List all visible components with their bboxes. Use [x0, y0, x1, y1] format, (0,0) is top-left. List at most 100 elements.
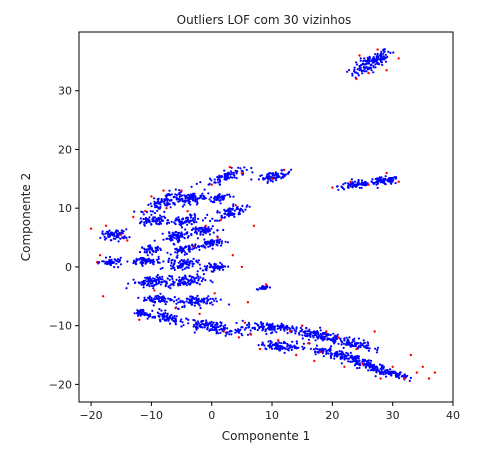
inlier-point	[385, 376, 387, 378]
x-tick-label: 0	[208, 409, 215, 422]
outlier-point	[313, 360, 315, 362]
inlier-point	[268, 325, 270, 327]
inlier-point	[261, 344, 263, 346]
inlier-point	[214, 324, 216, 326]
inlier-point	[361, 72, 363, 74]
inlier-point	[175, 319, 177, 321]
inlier-point	[191, 303, 193, 305]
inlier-point	[159, 313, 161, 315]
inlier-point	[192, 194, 194, 196]
inlier-point	[158, 308, 160, 310]
outlier-point	[238, 336, 240, 338]
inlier-point	[184, 251, 186, 253]
outlier-point	[259, 348, 261, 350]
y-tick-label: 10	[58, 202, 72, 215]
inlier-point	[168, 235, 170, 237]
inlier-point	[230, 170, 232, 172]
inlier-point	[363, 67, 365, 69]
inlier-point	[282, 324, 284, 326]
inlier-point	[203, 273, 205, 275]
inlier-point	[377, 58, 379, 60]
inlier-point	[377, 183, 379, 185]
inlier-point	[261, 329, 263, 331]
inlier-point	[364, 63, 366, 65]
outlier-point	[99, 254, 101, 256]
inlier-point	[342, 183, 344, 185]
inlier-point	[140, 211, 142, 213]
inlier-point	[230, 176, 232, 178]
inlier-point	[216, 229, 218, 231]
inlier-point	[171, 319, 173, 321]
inlier-point	[383, 56, 385, 58]
inlier-point	[141, 263, 143, 265]
inlier-point	[274, 344, 276, 346]
inlier-point	[168, 286, 170, 288]
inlier-point	[238, 332, 240, 334]
inlier-point	[160, 268, 162, 270]
inlier-point	[319, 327, 321, 329]
inlier-point	[202, 219, 204, 221]
outlier-point	[358, 54, 360, 56]
inlier-point	[185, 282, 187, 284]
inlier-point	[178, 298, 180, 300]
inlier-point	[188, 197, 190, 199]
inlier-point	[349, 342, 351, 344]
inlier-point	[267, 180, 269, 182]
inlier-point	[220, 245, 222, 247]
inlier-point	[109, 260, 111, 262]
inlier-point	[305, 327, 307, 329]
inlier-point	[140, 281, 142, 283]
outlier-point	[105, 225, 107, 227]
inlier-point	[178, 193, 180, 195]
inlier-point	[356, 355, 358, 357]
inlier-point	[224, 175, 226, 177]
inlier-point	[377, 347, 379, 349]
inlier-point	[320, 333, 322, 335]
inlier-point	[289, 346, 291, 348]
inlier-point	[362, 60, 364, 62]
inlier-point	[212, 298, 214, 300]
inlier-point	[171, 278, 173, 280]
inlier-point	[213, 181, 215, 183]
inlier-point	[358, 337, 360, 339]
inlier-point	[161, 276, 163, 278]
inlier-point	[310, 348, 312, 350]
x-tick-label: 10	[265, 409, 279, 422]
inlier-point	[149, 250, 151, 252]
inlier-point	[147, 254, 149, 256]
y-axis-label: Componente 2	[19, 173, 33, 262]
inlier-point	[160, 310, 162, 312]
inlier-point	[195, 261, 197, 263]
inlier-point	[191, 229, 193, 231]
inlier-point	[240, 333, 242, 335]
plot-frame	[79, 32, 453, 402]
inlier-point	[238, 212, 240, 214]
inlier-point	[174, 269, 176, 271]
outlier-point	[367, 72, 369, 74]
inlier-point	[270, 180, 272, 182]
inlier-point	[185, 318, 187, 320]
inlier-point	[297, 347, 299, 349]
inlier-point	[236, 177, 238, 179]
inlier-point	[394, 176, 396, 178]
inlier-point	[150, 214, 152, 216]
inlier-point	[196, 233, 198, 235]
inlier-point	[204, 217, 206, 219]
inlier-point	[157, 262, 159, 264]
inlier-point	[149, 244, 151, 246]
inlier-point	[184, 275, 186, 277]
inlier-point	[365, 367, 367, 369]
inlier-point	[353, 338, 355, 340]
inlier-point	[162, 239, 164, 241]
outlier-point	[307, 342, 309, 344]
inlier-point	[233, 176, 235, 178]
outlier-point	[271, 178, 273, 180]
inlier-point	[383, 51, 385, 53]
inlier-point	[193, 258, 195, 260]
inlier-point	[250, 329, 252, 331]
inlier-point	[383, 366, 385, 368]
inlier-point	[210, 243, 212, 245]
inlier-point	[143, 248, 145, 250]
inlier-point	[219, 211, 221, 213]
inlier-point	[346, 340, 348, 342]
